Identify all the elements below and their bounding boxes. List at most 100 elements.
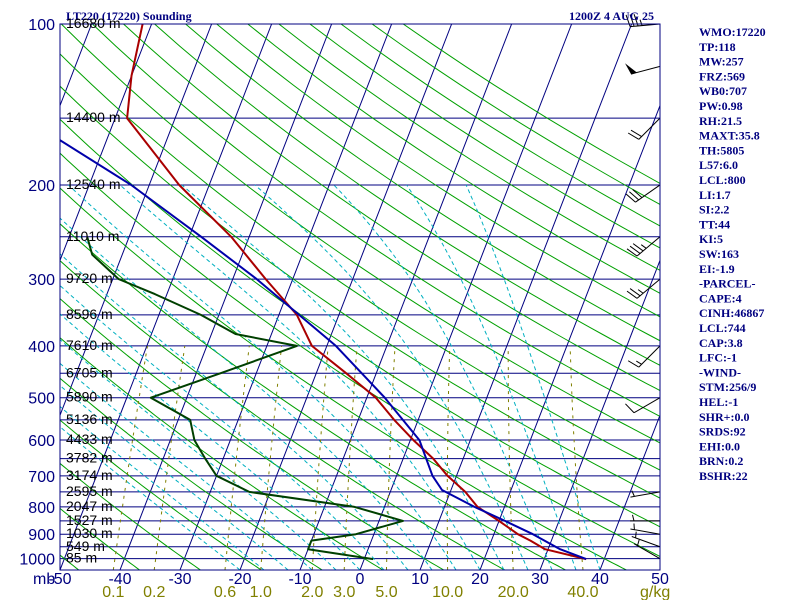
mixing-ratio-tick-label: 0.1 — [102, 584, 124, 600]
index-entry: TT:44 — [699, 217, 730, 231]
temperature-tick-label: 50 — [651, 571, 669, 588]
height-label: 549 m — [66, 538, 105, 554]
dry-adiabat-line — [60, 223, 566, 570]
isotherm-line — [599, 413, 660, 570]
dry-adiabat-line — [60, 187, 627, 570]
temperature-tick-label: 30 — [531, 571, 549, 588]
dry-adiabat-line — [154, 24, 660, 366]
mixing-ratio-line — [112, 345, 148, 570]
index-entry: SI:2.2 — [699, 203, 729, 217]
index-entry: SHR+:0.0 — [699, 410, 750, 424]
pressure-tick-label: 800 — [28, 500, 55, 517]
height-label: 6705 m — [66, 364, 113, 380]
mixing-ratio-line — [260, 345, 283, 570]
wind-barb — [630, 514, 660, 522]
moist-adiabat-line — [181, 184, 505, 570]
temperature-profile-line — [126, 24, 587, 561]
parcel-profile-line — [60, 138, 587, 561]
dry-adiabat-line — [60, 377, 323, 570]
isotherm-line — [359, 24, 573, 570]
mixing-ratio-tick-label: 2.0 — [301, 584, 323, 600]
isotherm-line — [119, 24, 333, 570]
index-entry: TH:5805 — [699, 143, 744, 157]
index-entry: -WIND- — [699, 365, 741, 379]
height-label: 11010 m — [66, 228, 119, 244]
mixing-ratio-line — [311, 345, 329, 570]
index-entry: LCL:800 — [699, 173, 746, 187]
mixing-ratio-line — [386, 345, 396, 570]
index-entry: PW:0.98 — [699, 99, 743, 113]
dry-adiabat-line — [60, 462, 201, 570]
mixing-ratio-line — [507, 345, 514, 570]
index-entry: WMO:17220 — [699, 25, 766, 39]
wind-barb — [626, 236, 661, 257]
index-entry: LFC:-1 — [699, 351, 737, 365]
wind-barb — [631, 531, 661, 548]
wind-barb-column — [625, 14, 661, 560]
mixing-ratio-line — [343, 345, 358, 570]
height-label: 12540 m — [66, 176, 120, 192]
pressure-unit-label: mb — [33, 571, 55, 588]
wind-barb — [633, 539, 661, 560]
wind-barb — [627, 117, 661, 140]
pressure-tick-label: 100 — [28, 17, 55, 34]
isotherm-line — [60, 24, 153, 262]
station-title: LT220 (17220) Sounding — [66, 9, 192, 23]
index-entry: L57:6.0 — [699, 158, 738, 172]
temperature-tick-label: 10 — [411, 571, 429, 588]
isotherm-line — [60, 24, 273, 570]
moist-adiabat-line — [60, 338, 337, 570]
index-entry: BSHR:22 — [699, 469, 748, 483]
temperature-tick-label: -40 — [108, 571, 131, 588]
dry-adiabat-line — [0, 24, 18, 570]
index-entry: EHI:0.0 — [699, 439, 740, 453]
mixing-ratio-tick-label: 0.6 — [214, 584, 236, 600]
height-label: 1030 m — [66, 525, 113, 541]
height-label: 85 m — [66, 550, 97, 566]
pressure-tick-label: 900 — [28, 527, 55, 544]
index-entry: LI:1.7 — [699, 188, 731, 202]
dry-adiabat-line — [60, 24, 660, 444]
mixing-ratio-tick-label: 40.0 — [567, 584, 598, 600]
pressure-tick-label: 200 — [28, 178, 55, 195]
sounding-profiles — [60, 24, 587, 561]
index-entry: EI:-1.9 — [699, 262, 735, 276]
temperature-tick-label: 40 — [591, 571, 609, 588]
index-entry: MAXT:35.8 — [699, 129, 760, 143]
moist-adiabat-line — [60, 253, 409, 570]
dry-adiabat-line — [60, 419, 262, 570]
pressure-tick-label: 500 — [28, 391, 55, 408]
index-entry: MW:257 — [699, 55, 744, 69]
mixing-ratio-unit-label: g/kg — [640, 584, 670, 600]
index-entry: FRZ:569 — [699, 69, 745, 83]
index-entry: SW:163 — [699, 247, 739, 261]
pressure-tick-label: 400 — [28, 339, 55, 356]
isotherm-line — [539, 259, 660, 570]
index-entry: RH:21.5 — [699, 114, 742, 128]
dry-adiabat-line — [60, 259, 505, 570]
dry-adiabat-line — [123, 24, 660, 392]
dry-adiabat-line — [60, 118, 660, 528]
wind-barb — [625, 397, 661, 414]
temperature-tick-label: -50 — [48, 571, 71, 588]
dry-adiabat-line — [60, 152, 660, 558]
mixing-ratio-tick-label: 10.0 — [432, 584, 463, 600]
wind-barb — [630, 490, 661, 498]
moist-adiabat-line — [68, 184, 457, 570]
wind-barb — [626, 278, 661, 299]
index-entry: STM:256/9 — [699, 380, 756, 394]
mixing-ratio-line — [224, 345, 250, 570]
temperature-tick-label: 20 — [471, 571, 489, 588]
moist-adiabat-line — [60, 217, 433, 570]
height-label: 5136 m — [66, 411, 113, 427]
isotherm-line — [0, 24, 32, 570]
pressure-tick-label: 700 — [28, 469, 55, 486]
mixing-ratio-tick-label: 1.0 — [250, 584, 272, 600]
index-entry: HEL:-1 — [699, 395, 738, 409]
dry-adiabat-line — [216, 24, 660, 318]
height-label: 9720 m — [66, 270, 113, 286]
isotherm-line — [419, 24, 633, 570]
temperature-tick-label: -10 — [288, 571, 311, 588]
index-entry: LCL:744 — [699, 321, 746, 335]
